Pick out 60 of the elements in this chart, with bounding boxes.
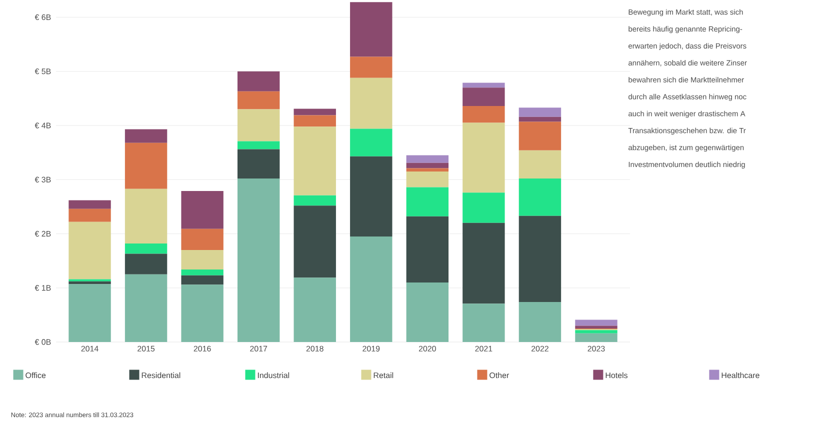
bar bbox=[237, 71, 280, 92]
bar bbox=[124, 142, 168, 189]
bar bbox=[350, 2, 392, 57]
bar bbox=[350, 78, 392, 129]
bar bbox=[462, 192, 505, 223]
bar bbox=[462, 82, 505, 88]
bar bbox=[294, 206, 336, 278]
bar bbox=[181, 190, 224, 229]
bar bbox=[406, 162, 449, 168]
bar bbox=[124, 254, 168, 274]
bar bbox=[294, 115, 336, 127]
bar bbox=[462, 88, 505, 106]
bar bbox=[181, 284, 224, 342]
bar bbox=[68, 208, 111, 222]
bar bbox=[518, 116, 562, 122]
bar bbox=[518, 122, 562, 150]
bar bbox=[124, 188, 168, 244]
bar bbox=[294, 278, 336, 342]
bar bbox=[181, 228, 224, 250]
bar bbox=[518, 150, 562, 179]
bar bbox=[462, 106, 505, 123]
bar bbox=[518, 108, 562, 117]
bar bbox=[350, 56, 392, 78]
bar bbox=[350, 236, 392, 342]
bar bbox=[124, 274, 168, 342]
bar bbox=[237, 149, 280, 179]
bar bbox=[68, 222, 111, 280]
bar bbox=[350, 128, 392, 156]
bar bbox=[518, 302, 562, 342]
bar bbox=[406, 216, 449, 282]
bar bbox=[575, 330, 618, 334]
bar bbox=[406, 172, 449, 188]
bar bbox=[181, 269, 224, 276]
bar bbox=[181, 250, 224, 270]
bar bbox=[294, 195, 336, 206]
bar bbox=[237, 141, 280, 150]
bar bbox=[68, 200, 111, 209]
bar bbox=[462, 222, 505, 304]
bar bbox=[237, 91, 280, 110]
bar bbox=[518, 178, 562, 216]
bar bbox=[68, 284, 111, 342]
bar bbox=[294, 126, 336, 196]
bar bbox=[406, 187, 449, 216]
bar bbox=[575, 326, 618, 328]
bar bbox=[406, 155, 449, 163]
bar bbox=[575, 320, 618, 326]
bar bbox=[406, 168, 449, 172]
bar bbox=[406, 282, 449, 342]
bar bbox=[518, 216, 562, 302]
bar bbox=[124, 129, 168, 143]
bar bbox=[124, 243, 168, 254]
bar bbox=[462, 304, 505, 342]
bar bbox=[575, 333, 618, 342]
bar bbox=[181, 275, 224, 285]
bar bbox=[237, 178, 280, 342]
bar bbox=[462, 122, 505, 193]
bar bbox=[237, 109, 280, 142]
bar bbox=[68, 281, 111, 284]
bar bbox=[294, 108, 336, 116]
bar bbox=[350, 156, 392, 236]
